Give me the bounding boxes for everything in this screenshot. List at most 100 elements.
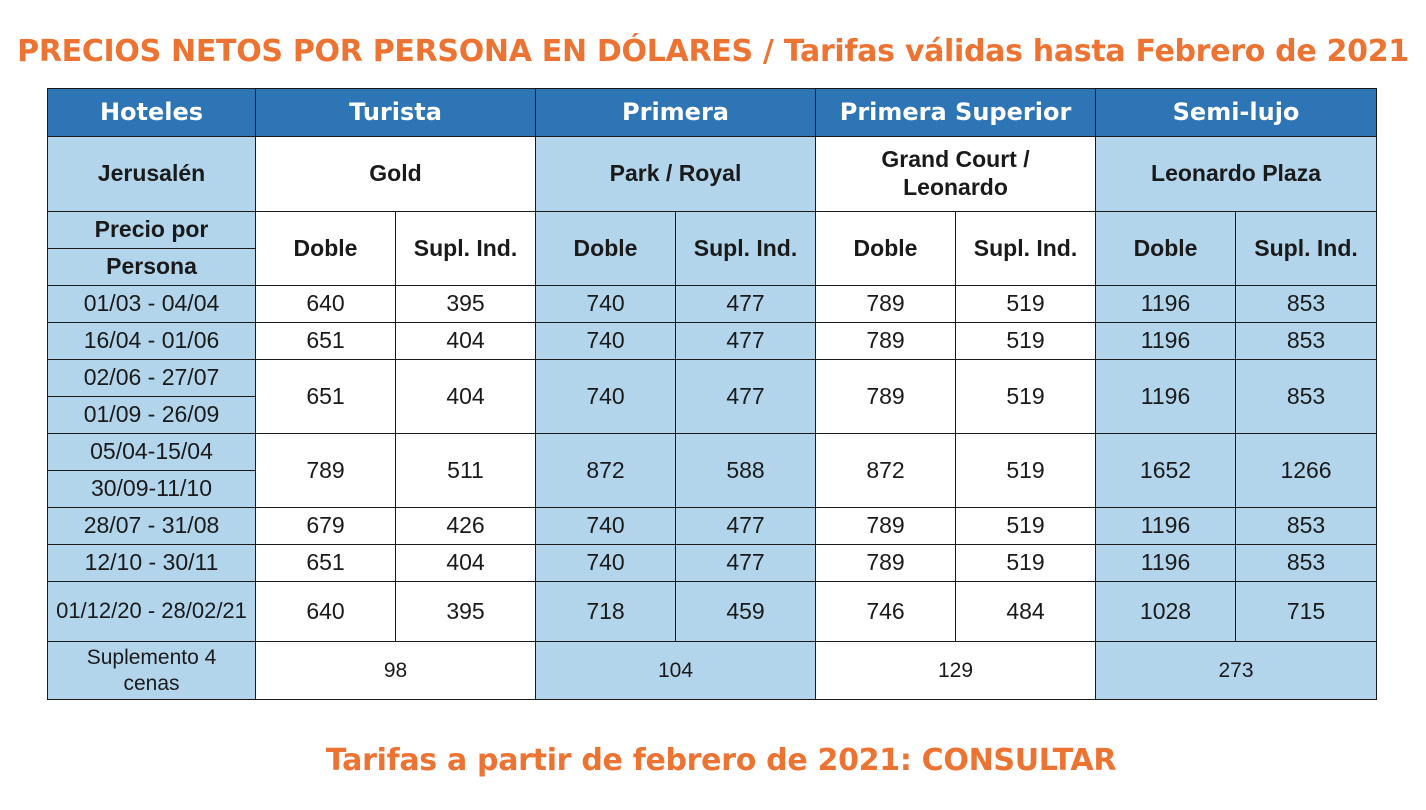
table-row: 16/04 - 01/06 651 404 740 477 789 519 11…: [47, 322, 1378, 360]
price-cell: 1652: [1095, 433, 1237, 508]
doble-header: Doble: [1095, 211, 1237, 286]
date-range: 01/03 - 04/04: [47, 285, 256, 323]
date-range: 02/06 - 27/07: [47, 359, 256, 397]
table-row: 05/04-15/04 789 511 872 588 872 519 1652…: [47, 433, 1378, 508]
footer-note: Tarifas a partir de febrero de 2021: CON…: [325, 743, 1117, 778]
price-cell: 519: [954, 359, 1097, 434]
price-cell: 853: [1235, 359, 1378, 434]
supl-header: Supl. Ind.: [395, 211, 536, 286]
doble-header: Doble: [255, 211, 396, 286]
table-row: 01/03 - 04/04 640 395 740 477 789 519 11…: [47, 285, 1378, 323]
hotel-primera-superior-line1: Grand Court /: [881, 146, 1030, 173]
price-cell: 651: [255, 322, 396, 360]
supplement-value: 104: [535, 641, 816, 700]
page-title: PRECIOS NETOS POR PERSONA EN DÓLARES / T…: [17, 34, 1409, 69]
price-per-label-line2: Persona: [47, 248, 256, 286]
supl-header: Supl. Ind.: [675, 211, 816, 286]
date-range: 05/04-15/04: [47, 433, 256, 471]
price-cell: 1196: [1095, 544, 1237, 582]
hotel-primera: Park / Royal: [535, 136, 816, 212]
price-cell: 519: [954, 544, 1097, 582]
date-range: 30/09-11/10: [47, 470, 256, 508]
price-cell: 477: [675, 544, 816, 582]
price-cell: 588: [675, 433, 816, 508]
category-primera-superior: Primera Superior: [814, 88, 1097, 137]
date-range: 28/07 - 31/08: [47, 507, 256, 545]
price-cell: 426: [395, 507, 536, 545]
date-range: 12/10 - 30/11: [47, 544, 256, 582]
price-cell: 640: [255, 581, 396, 642]
price-cell: 519: [954, 433, 1097, 508]
price-cell: 477: [675, 285, 816, 323]
hotels-header: Hoteles: [47, 88, 256, 137]
price-per-label-line1: Precio por: [47, 211, 256, 249]
hotel-primera-superior: Grand Court / Leonardo: [814, 136, 1097, 212]
price-cell: 740: [535, 322, 676, 360]
price-cell: 1028: [1095, 581, 1237, 642]
price-cell: 640: [255, 285, 396, 323]
price-cell: 789: [815, 507, 956, 545]
price-cell: 651: [255, 359, 396, 434]
subheader-row-2: Persona: [47, 248, 1377, 286]
price-cell: 404: [395, 544, 536, 582]
supl-header: Supl. Ind.: [1235, 211, 1378, 286]
price-cell: 1266: [1235, 433, 1378, 508]
supplement-value: 98: [255, 641, 536, 700]
price-cell: 853: [1235, 544, 1378, 582]
price-cell: 789: [255, 433, 396, 508]
supplement-value: 273: [1095, 641, 1378, 700]
supplement-label: Suplemento 4 cenas: [47, 641, 256, 700]
hotel-primera-superior-line2: Leonardo: [903, 174, 1008, 200]
supl-header: Supl. Ind.: [954, 211, 1097, 286]
price-cell: 395: [395, 581, 536, 642]
supplement-value: 129: [814, 641, 1097, 700]
price-cell: 789: [815, 359, 956, 434]
supplement-label-line2: cenas: [123, 671, 180, 695]
table-row: 12/10 - 30/11 651 404 740 477 789 519 11…: [47, 544, 1378, 582]
price-cell: 679: [255, 507, 396, 545]
price-cell: 511: [395, 433, 536, 508]
price-cell: 459: [675, 581, 816, 642]
date-range: 16/04 - 01/06: [47, 322, 256, 360]
price-cell: 715: [1235, 581, 1378, 642]
price-cell: 519: [954, 285, 1097, 323]
doble-header: Doble: [535, 211, 676, 286]
price-cell: 853: [1235, 285, 1378, 323]
price-cell: 477: [675, 507, 816, 545]
price-cell: 519: [954, 507, 1097, 545]
city-row: Jerusalén Gold Park / Royal Grand Court …: [47, 136, 1378, 212]
price-cell: 872: [535, 433, 676, 508]
price-cell: 872: [815, 433, 956, 508]
price-cell: 740: [535, 544, 676, 582]
hotel-semi-lujo: Leonardo Plaza: [1095, 136, 1378, 212]
supplement-label-line1: Suplemento 4: [86, 646, 217, 670]
price-cell: 746: [815, 581, 956, 642]
price-cell: 1196: [1095, 507, 1237, 545]
price-cell: 404: [395, 322, 536, 360]
date-range: 01/12/20 - 28/02/21: [47, 581, 256, 642]
price-cell: 789: [815, 544, 956, 582]
table-row: 01/09 - 26/09: [47, 396, 1377, 434]
table-row: 01/12/20 - 28/02/21 640 395 718 459 746 …: [47, 581, 1378, 642]
price-table: Hoteles Turista Primera Primera Superior…: [47, 88, 1378, 700]
table-row: 28/07 - 31/08 679 426 740 477 789 519 11…: [47, 507, 1378, 545]
date-range: 01/09 - 26/09: [47, 396, 256, 434]
price-cell: 1196: [1095, 285, 1237, 323]
price-cell: 853: [1235, 322, 1378, 360]
price-cell: 853: [1235, 507, 1378, 545]
price-cell: 477: [675, 359, 816, 434]
price-cell: 740: [535, 507, 676, 545]
price-cell: 789: [815, 285, 956, 323]
price-cell: 718: [535, 581, 676, 642]
category-header-row: Hoteles Turista Primera Primera Superior…: [47, 88, 1378, 137]
price-cell: 484: [954, 581, 1097, 642]
doble-header: Doble: [815, 211, 956, 286]
price-cell: 404: [395, 359, 536, 434]
price-cell: 1196: [1095, 359, 1237, 434]
price-cell: 789: [815, 322, 956, 360]
category-semi-lujo: Semi-lujo: [1095, 88, 1378, 137]
category-turista: Turista: [255, 88, 536, 137]
hotel-turista: Gold: [255, 136, 536, 212]
city-name: Jerusalén: [47, 136, 256, 212]
supplement-row: Suplemento 4 cenas 98 104 129 273: [47, 641, 1378, 700]
